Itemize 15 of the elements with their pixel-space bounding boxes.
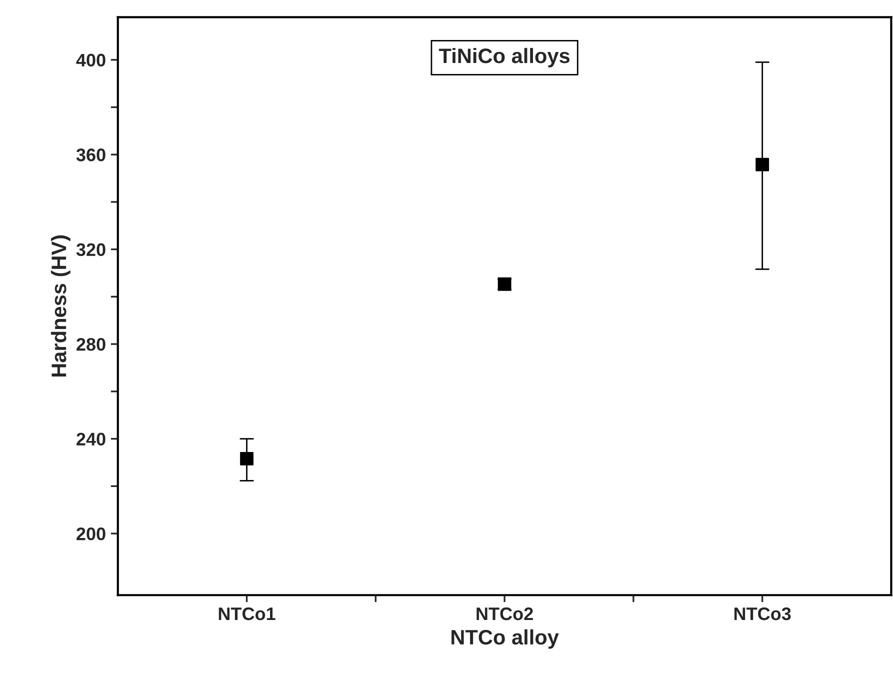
annotation: TiNiCo alloys (438, 48, 570, 68)
point (240, 452, 254, 466)
y-tick-label: 400 (76, 54, 106, 67)
x-tick-label: NTCo1 (218, 607, 276, 620)
x-axis-title: NTCo alloy (452, 629, 559, 649)
y-tick-label: 240 (76, 432, 106, 446)
y-tick-label: 360 (76, 148, 106, 162)
x-tick-label: NTCo2 (476, 607, 533, 620)
y-tick-label: 280 (76, 338, 106, 351)
y-axis-title: Hardness (HV) (50, 235, 70, 377)
y-tick-label: 320 (76, 243, 106, 256)
y-tick-label: 200 (76, 527, 106, 540)
point (756, 158, 770, 172)
x-tick-label: NTCo3 (734, 607, 791, 620)
point (498, 277, 512, 291)
